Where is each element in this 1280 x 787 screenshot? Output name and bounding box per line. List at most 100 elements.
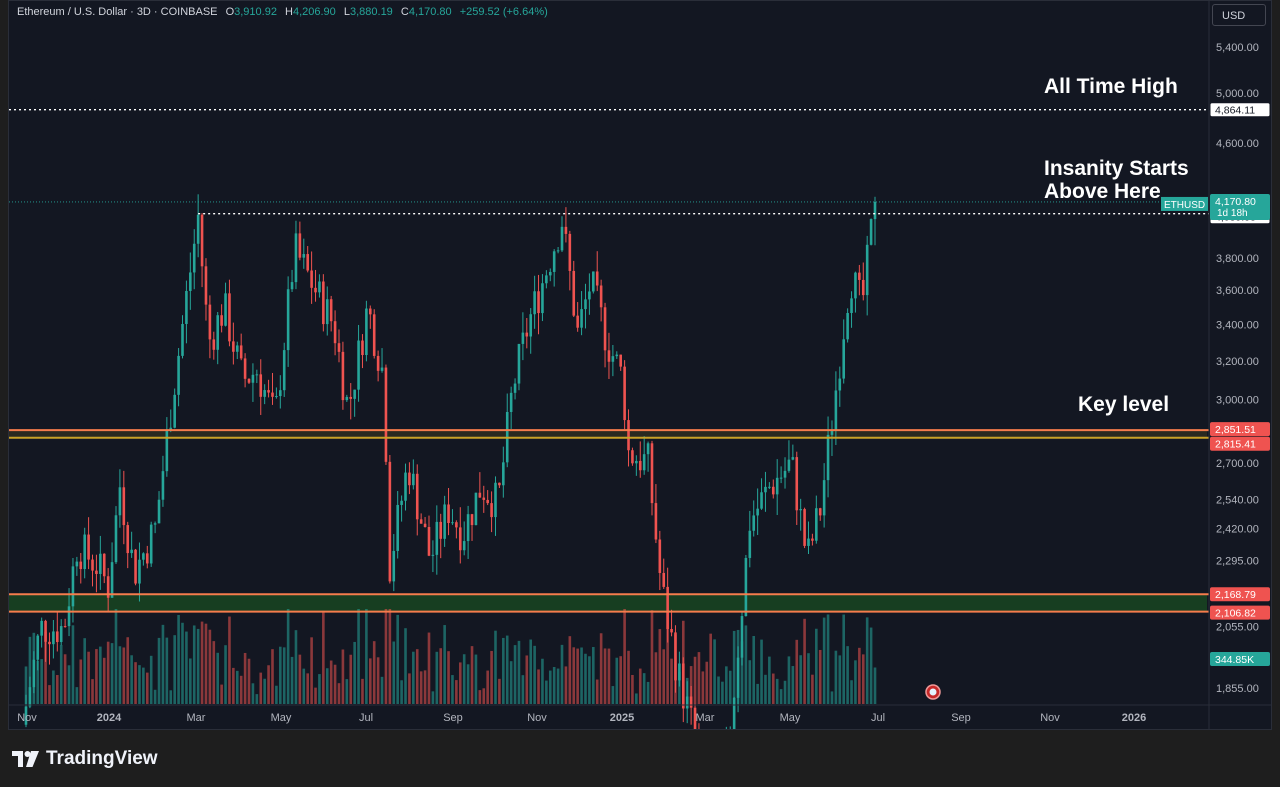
volume-bar (615, 657, 619, 704)
x-tick-label: Sep (443, 712, 463, 724)
candle-body (153, 523, 157, 525)
candle-body (290, 282, 294, 290)
volume-bar (134, 662, 137, 704)
y-tick-label: 2,295.00 (1216, 555, 1259, 567)
volume-bar (795, 639, 799, 704)
candle-body (861, 279, 865, 296)
volume-bar (451, 675, 454, 704)
candle-body (412, 473, 415, 486)
chart-frame[interactable]: 5,400.005,000.004,600.004,200.003,800.00… (8, 0, 1272, 730)
candle-body (91, 559, 94, 571)
candle-body (584, 299, 587, 310)
volume-bar (384, 609, 388, 704)
candle-body (232, 341, 235, 352)
x-tick-label: 2026 (1122, 712, 1146, 724)
volume-bar (192, 625, 196, 704)
volume-bar (427, 632, 431, 704)
volume-bar (279, 646, 282, 704)
volume-bar (502, 637, 505, 704)
volume-bar (302, 668, 306, 704)
time-axis[interactable]: Nov 2024 Mar May Jul Sep Nov 2025 Mar May Jul Sep No… (9, 704, 1271, 724)
volume-bar (208, 629, 212, 704)
volume-bar (740, 641, 744, 704)
candle-body (294, 233, 298, 283)
candle-body (181, 323, 184, 356)
volume-bar (110, 643, 114, 704)
candle-body (380, 367, 384, 371)
volume-bar (353, 641, 356, 704)
volume-bar (509, 661, 513, 704)
candle-body (357, 340, 360, 390)
volume-bar (764, 674, 767, 704)
y-tick-label: 4,600.00 (1216, 138, 1259, 150)
candle-body (748, 530, 752, 558)
candle-body (427, 527, 431, 556)
close-label: C (400, 6, 409, 18)
candle-body (220, 315, 223, 326)
open-value: 3,910.92 (234, 6, 277, 18)
candle-body (521, 332, 525, 344)
candle-body (341, 351, 345, 401)
volume-bar (595, 679, 599, 704)
symbol-title[interactable]: Ethereum / U.S. Dollar · 3D · COINBASE (17, 6, 218, 18)
y-tick-label: 1,855.00 (1216, 683, 1259, 695)
volume-bar (521, 675, 525, 704)
volume-bar (693, 656, 697, 704)
candle-body (635, 460, 638, 464)
candle-body (415, 473, 419, 520)
support-zone (9, 594, 1207, 612)
candle-body (482, 497, 486, 500)
volume-bar (568, 636, 572, 704)
volume-bar (423, 670, 427, 704)
volume-bar (462, 654, 466, 704)
volume-bar (662, 649, 666, 704)
volume-bar (466, 664, 470, 704)
volume-bar (631, 674, 634, 704)
candle-body (830, 431, 834, 435)
volume-bar (611, 686, 615, 704)
volume-bar (658, 629, 662, 704)
candle-body (670, 629, 673, 633)
volume-bar (349, 654, 353, 704)
x-tick-label: Nov (1040, 712, 1060, 724)
brand-footer[interactable]: TradingView (12, 746, 158, 772)
volume-bar (603, 648, 607, 704)
levels-layer (9, 109, 1209, 613)
volume-bar (310, 637, 313, 704)
candle-body (149, 524, 153, 564)
volume-bar (541, 658, 544, 704)
chart-plot[interactable]: 5,400.005,000.004,600.004,200.003,800.00… (9, 1, 1271, 729)
candle-body (869, 219, 873, 245)
volume-bar (552, 667, 556, 704)
candle-body (803, 509, 806, 546)
candle-body (44, 620, 47, 642)
candle-body (548, 271, 552, 276)
volume-bar (216, 652, 220, 704)
volume-bar (212, 641, 216, 704)
volume-bar (75, 687, 79, 704)
volume-bar (482, 688, 486, 704)
volume-bar (599, 633, 603, 704)
candle-body (541, 283, 544, 314)
candle-body (75, 561, 79, 567)
volume-bar (861, 654, 865, 704)
candle-body (752, 515, 756, 531)
candle-body (842, 339, 846, 379)
volume-bar (91, 679, 94, 704)
candle-body (607, 350, 611, 362)
volume-bar (28, 636, 32, 704)
volume-bar (646, 681, 650, 704)
currency-selector[interactable]: USD (1212, 4, 1266, 26)
volume-bar (486, 670, 489, 704)
support-lower-price-label: 2,106.82 (1215, 608, 1256, 620)
volume-bar (396, 614, 399, 704)
volume-bar (431, 691, 435, 704)
y-tick-label: 5,000.00 (1216, 88, 1259, 100)
candle-body (795, 457, 799, 511)
volume-bar (345, 679, 349, 704)
volume-bar (842, 614, 846, 704)
candle-body (392, 550, 396, 582)
candle-body (177, 355, 180, 395)
candle-body (71, 566, 75, 607)
volume-bar (455, 680, 458, 704)
